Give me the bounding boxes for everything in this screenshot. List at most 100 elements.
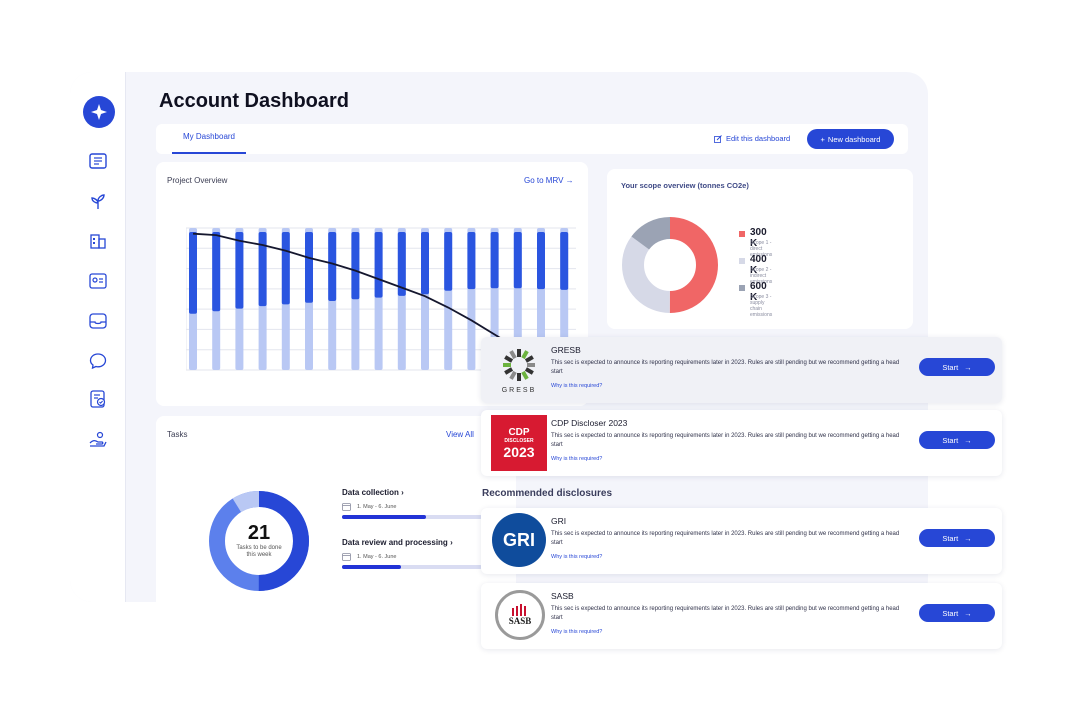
disclosure-description: This sec is expected to announce its rep…	[551, 360, 900, 375]
bar-actual	[351, 232, 360, 300]
hand-coin-icon[interactable]	[87, 428, 109, 450]
start-label: Start	[942, 362, 959, 372]
chat-icon[interactable]	[87, 350, 109, 372]
scope-2-value: 400 K	[750, 254, 767, 276]
start-label: Start	[942, 435, 959, 445]
star-logo-icon[interactable]	[83, 96, 115, 128]
plus-icon: +	[820, 134, 825, 144]
arrow-right-icon: →	[565, 176, 574, 185]
bar-actual	[444, 232, 453, 291]
tasks-caption-1: Tasks to be done	[236, 545, 282, 551]
why-required-link[interactable]: Why is this required?	[551, 554, 603, 560]
tasks-title: Tasks	[167, 430, 188, 439]
start-label: Start	[942, 533, 959, 543]
scope-slice-2	[622, 217, 718, 313]
disclosure-name: CDP Discloser 2023	[551, 418, 628, 428]
bar-actual	[235, 232, 244, 309]
bar-actual	[537, 232, 545, 290]
disclosure-card-cdp: CDP DISCLOSER 2023 CDP Discloser 2023 Th…	[481, 410, 1002, 476]
calendar-icon	[342, 553, 351, 561]
bar-actual	[189, 232, 197, 314]
recommended-heading: Recommended disclosures	[482, 488, 613, 499]
task-1-progress-fill	[342, 515, 426, 519]
disclosure-description: This sec is expected to announce its rep…	[551, 433, 900, 448]
go-to-mrv-link[interactable]: Go to MRV →	[524, 176, 574, 185]
tasks-caption-2: this week	[246, 552, 272, 558]
bar-actual	[421, 232, 429, 295]
gresb-logo-text: GRESB	[501, 386, 537, 394]
task-1-progress-track	[342, 515, 482, 519]
bar-actual	[328, 232, 337, 302]
gri-logo: GRI	[492, 513, 546, 567]
sasb-logo-text: SASB	[508, 616, 532, 626]
tasks-ring-accent	[209, 491, 309, 591]
arrow-right-icon: →	[964, 362, 972, 372]
arrow-right-icon: →	[964, 533, 972, 543]
checklist-icon[interactable]	[87, 388, 109, 410]
edit-dashboard-label: Edit this dashboard	[726, 134, 791, 143]
start-button[interactable]: Start →	[919, 358, 995, 376]
disclosure-card-gresb: GRESB GRESB This sec is expected to anno…	[481, 337, 1002, 403]
task-2-progress-fill	[342, 565, 401, 569]
tab-bar: My Dashboard Edit this dashboard + New d…	[156, 124, 908, 154]
project-overview-title: Project Overview	[167, 176, 228, 185]
tasks-count: 21	[247, 522, 271, 544]
bar-actual	[212, 232, 221, 312]
start-label: Start	[942, 608, 959, 618]
tasks-ring-center	[229, 511, 289, 571]
disclosure-name: GRI	[551, 516, 567, 526]
scope-3-value: 600 K	[750, 281, 767, 303]
start-button[interactable]: Start →	[919, 529, 995, 547]
tasks-donut-chart	[209, 491, 309, 591]
cdp-logo-year: 2023	[503, 443, 535, 460]
task-item[interactable]: Data review and processing › 1. May - 6.…	[342, 538, 512, 569]
chevron-right-icon: ›	[450, 538, 453, 547]
scope-1-label: Scope 1 - direct emissions	[750, 240, 773, 258]
bar-actual	[490, 232, 499, 289]
plant-icon[interactable]	[87, 190, 109, 212]
arrow-right-icon: →	[964, 608, 972, 618]
id-card-icon[interactable]	[87, 270, 109, 292]
disclosures-panel: GRESB GRESB This sec is expected to anno…	[476, 330, 1007, 650]
bar-actual	[397, 232, 406, 296]
disclosure-name: GRESB	[551, 345, 581, 355]
why-required-link[interactable]: Why is this required?	[551, 383, 603, 389]
sasb-emblem-icon	[512, 604, 526, 616]
task-2-name: Data review and processing	[342, 538, 448, 547]
page-title: Account Dashboard	[159, 90, 350, 112]
sasb-logo: SASB	[495, 590, 545, 640]
building-icon[interactable]	[87, 230, 109, 252]
bar-actual	[513, 232, 522, 289]
tasks-card: Tasks View All 21 Tasks to be done this …	[156, 416, 516, 602]
start-button[interactable]: Start →	[919, 604, 995, 622]
sidebar	[70, 72, 126, 602]
scope-3-swatch	[739, 285, 745, 291]
view-all-link[interactable]: View All	[446, 430, 474, 439]
scope-3-label: Scope 3 - supply chain emissions	[750, 294, 773, 318]
edit-dashboard-link[interactable]: Edit this dashboard	[714, 134, 790, 143]
disclosure-card-sasb: SASB SASB This sec is expected to announ…	[481, 583, 1002, 649]
new-dashboard-button[interactable]: + New dashboard	[807, 129, 894, 149]
task-1-name: Data collection	[342, 488, 399, 497]
task-1-dates: 1. May - 6. June	[357, 503, 397, 510]
documents-icon[interactable]	[87, 150, 109, 172]
bar-actual	[281, 232, 290, 305]
disclosure-name: SASB	[551, 591, 574, 601]
calendar-icon	[342, 503, 351, 511]
dashboard-window: Account Dashboard My Dashboard Edit this…	[70, 72, 928, 602]
why-required-link[interactable]: Why is this required?	[551, 456, 603, 462]
scope-donut-chart	[622, 217, 718, 313]
tab-my-dashboard[interactable]: My Dashboard	[172, 132, 246, 154]
chevron-right-icon: ›	[401, 488, 404, 497]
task-item[interactable]: Data collection › 1. May - 6. June	[342, 488, 512, 519]
cdp-logo-sub: DISCLOSER	[504, 437, 534, 444]
scope-2-swatch	[739, 258, 745, 264]
inbox-icon[interactable]	[87, 310, 109, 332]
go-to-mrv-label: Go to MRV	[524, 176, 564, 185]
why-required-link[interactable]: Why is this required?	[551, 629, 603, 635]
new-dashboard-label: New dashboard	[827, 134, 881, 144]
bar-actual	[258, 232, 267, 307]
cdp-logo: CDP DISCLOSER 2023	[491, 415, 547, 471]
start-button[interactable]: Start →	[919, 431, 995, 449]
